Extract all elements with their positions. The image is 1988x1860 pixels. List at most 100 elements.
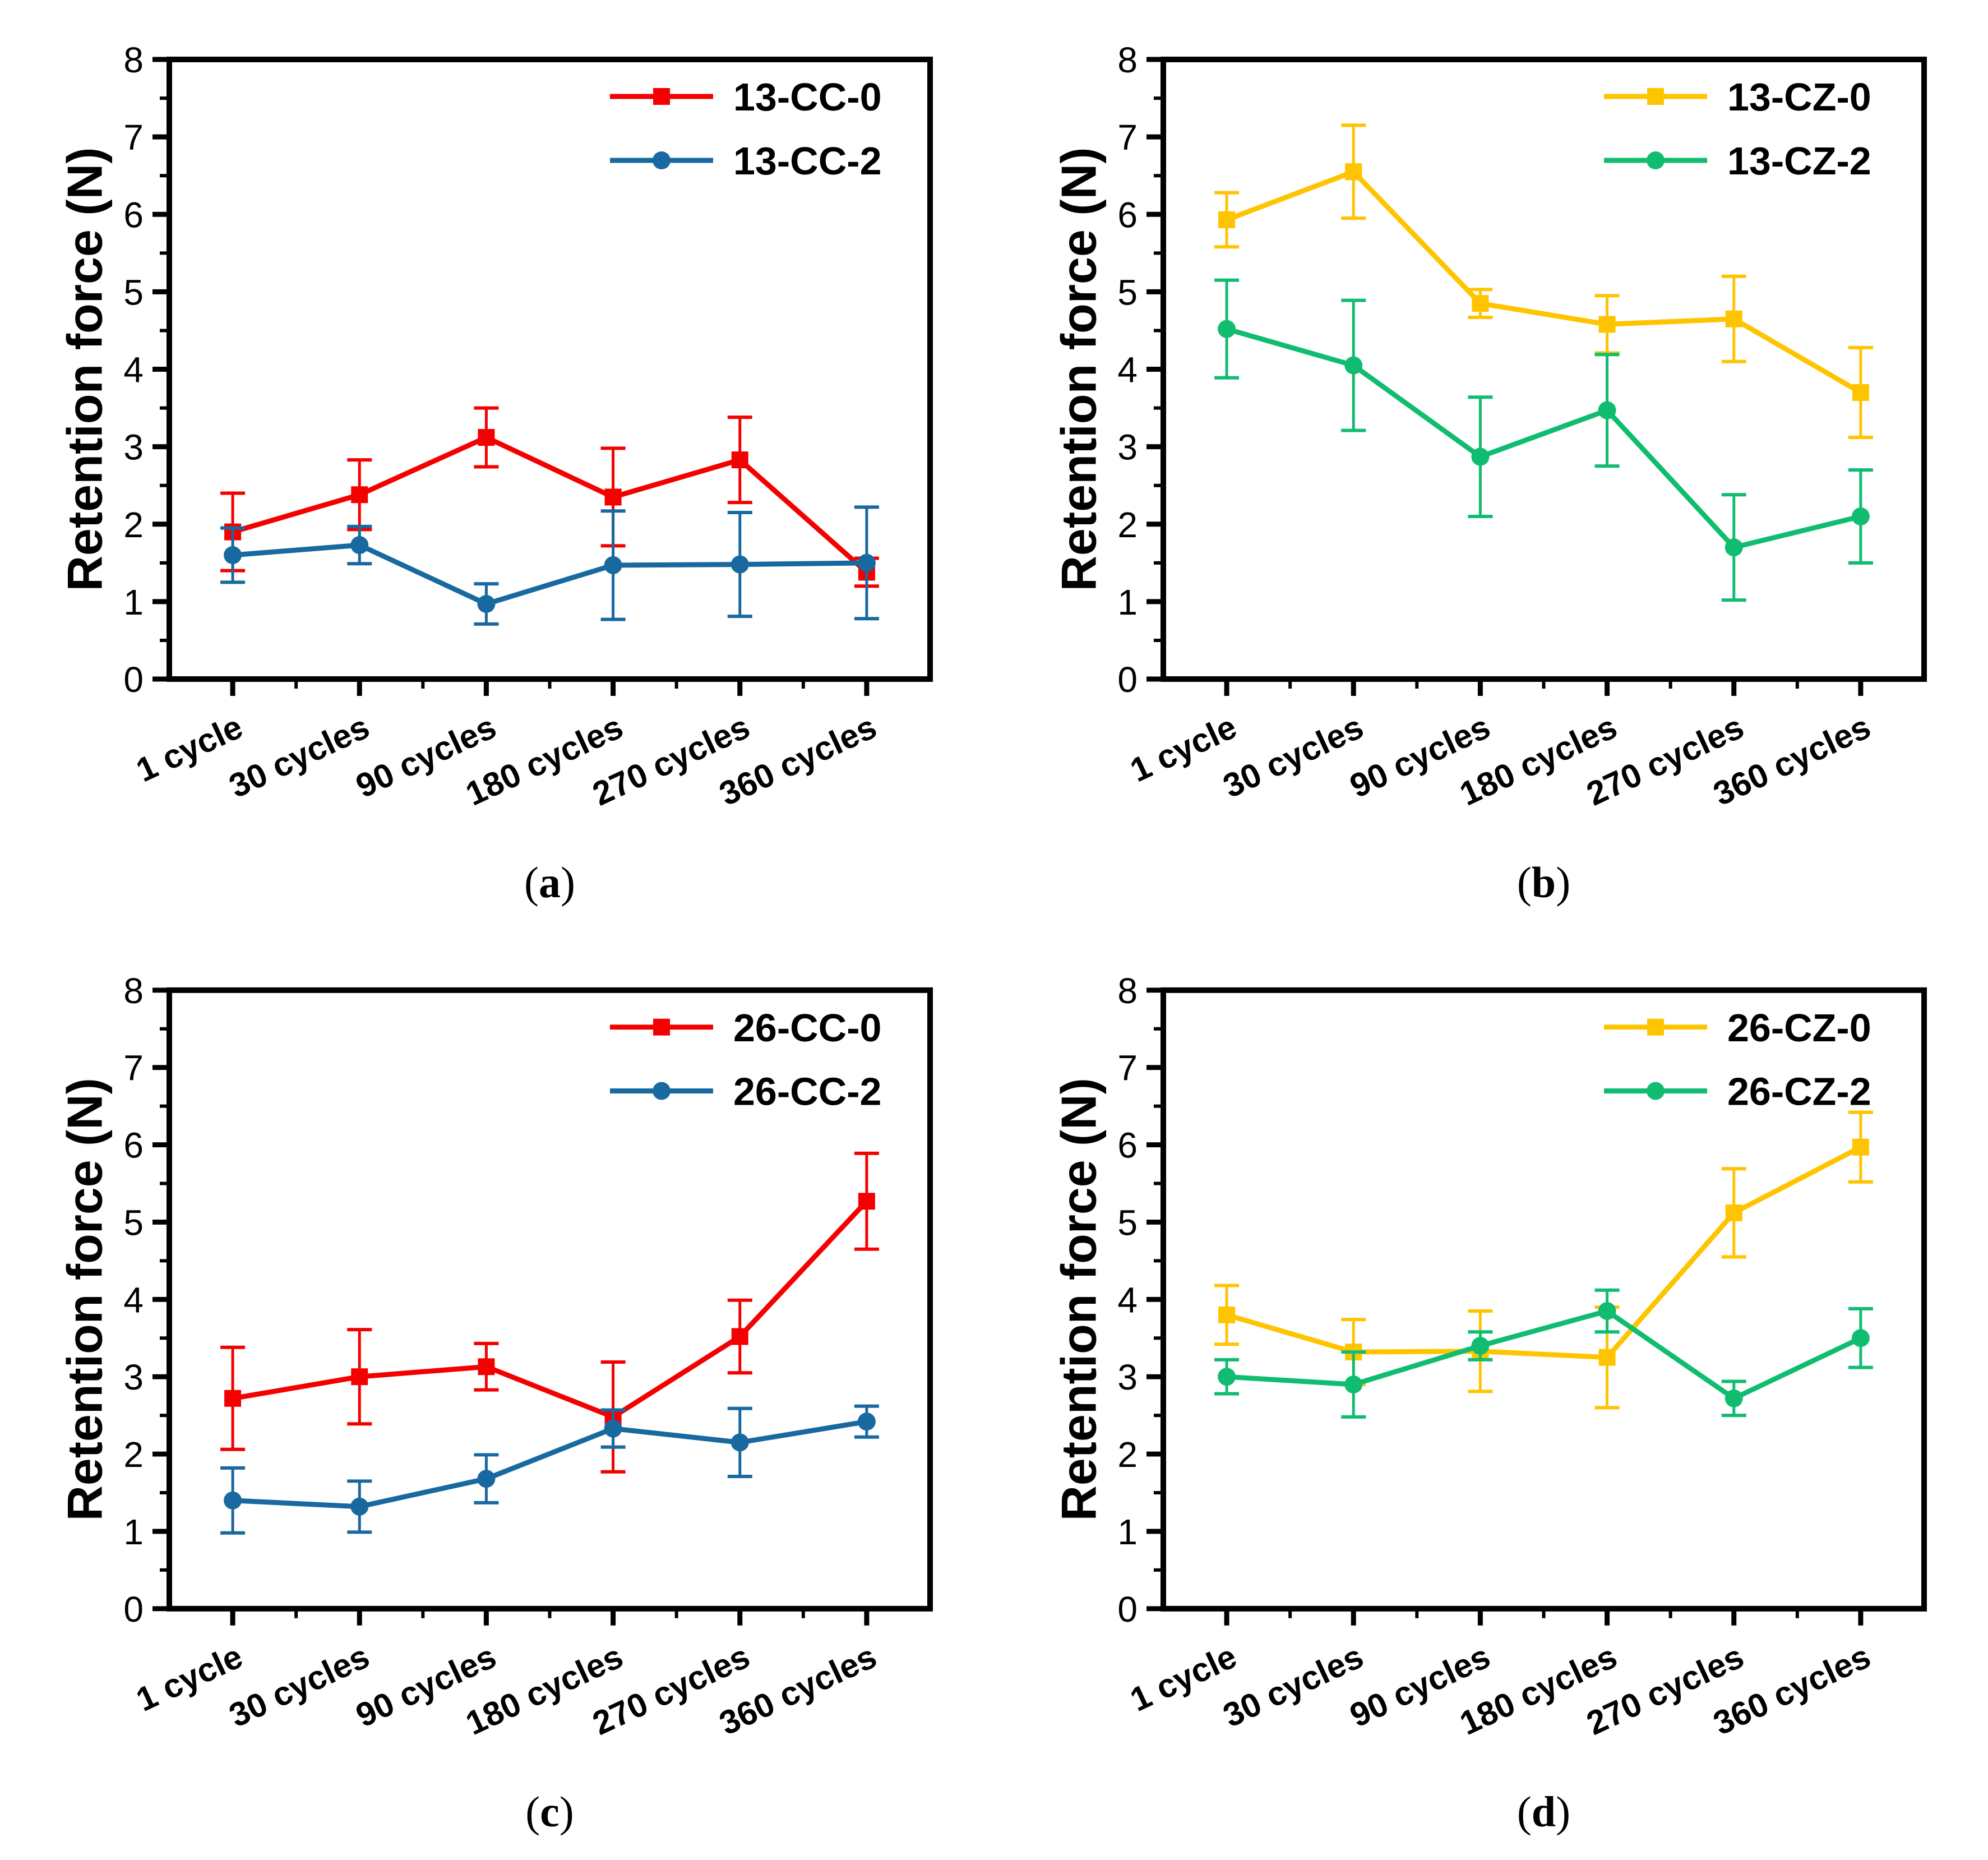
legend: 26-CZ-0 26-CZ-2 bbox=[1604, 1006, 1871, 1114]
y-axis: 0 1 2 3 4 5 6 7 8 bbox=[1117, 971, 1163, 1630]
legend: 26-CC-0 26-CC-2 bbox=[610, 1006, 881, 1114]
marker-square bbox=[478, 1358, 495, 1376]
y-tick-label: 3 bbox=[1117, 427, 1138, 468]
series-26-CC-0 bbox=[220, 1151, 879, 1474]
y-tick-label: 0 bbox=[123, 659, 144, 700]
panel-b: 0 1 2 3 4 5 6 7 8 1 cycle 30 cycles 90 cycles 180 cy… bbox=[994, 0, 1988, 931]
legend-label: 26-CC-2 bbox=[733, 1070, 881, 1114]
series-line-13-CC-0 bbox=[232, 435, 868, 574]
legend-label: 13-CC-0 bbox=[733, 75, 882, 119]
series-line-13-CZ-0 bbox=[1226, 169, 1862, 395]
marker-square bbox=[1725, 1204, 1742, 1221]
chart-caption: (d) bbox=[1517, 1788, 1570, 1836]
y-tick-label: 7 bbox=[1117, 117, 1138, 158]
marker-circle bbox=[1598, 401, 1616, 419]
marker-circle bbox=[350, 536, 369, 555]
marker-circle bbox=[1598, 1302, 1616, 1320]
y-tick-label: 3 bbox=[1117, 1357, 1138, 1397]
marker-square bbox=[1218, 211, 1236, 228]
y-tick-label: 8 bbox=[1117, 971, 1138, 1011]
legend-label: 26-CZ-0 bbox=[1727, 1006, 1871, 1050]
y-tick-label: 5 bbox=[123, 1202, 144, 1243]
marker-square bbox=[478, 429, 495, 446]
y-tick-label: 6 bbox=[1117, 195, 1138, 235]
x-tick-label: 30 cycles bbox=[224, 708, 375, 805]
y-tick-label: 6 bbox=[1117, 1125, 1138, 1166]
legend-marker-circle bbox=[653, 151, 671, 169]
y-tick-label: 5 bbox=[1117, 272, 1138, 312]
series-line-13-CC-2 bbox=[232, 542, 867, 607]
legend: 13-CC-0 13-CC-2 bbox=[610, 75, 882, 183]
marker-circle bbox=[1344, 1376, 1363, 1393]
legend-item-26-CZ-2: 26-CZ-2 bbox=[1604, 1070, 1871, 1114]
y-tick-label: 0 bbox=[1117, 1589, 1138, 1630]
legend-item-13-CC-2: 13-CC-2 bbox=[610, 139, 882, 183]
marker-circle bbox=[1851, 1329, 1870, 1347]
y-axis: 0 1 2 3 4 5 6 7 8 bbox=[123, 971, 169, 1630]
legend-item-26-CC-0: 26-CC-0 bbox=[610, 1006, 881, 1050]
y-tick-label: 7 bbox=[1117, 1048, 1138, 1088]
y-tick-label: 2 bbox=[1117, 505, 1138, 545]
legend-marker-circle bbox=[1647, 1082, 1665, 1100]
marker-circle bbox=[477, 1470, 496, 1488]
panel-d: 0 1 2 3 4 5 6 7 8 1 cycle 30 cycles 90 cycles 180 cy… bbox=[994, 931, 1988, 1860]
marker-square bbox=[1852, 384, 1869, 401]
y-tick-label: 1 bbox=[1117, 1512, 1138, 1552]
x-tick-label: 30 cycles bbox=[224, 1637, 375, 1734]
y-tick-label: 4 bbox=[1117, 1280, 1138, 1320]
marker-square bbox=[1218, 1306, 1236, 1323]
legend-item-26-CZ-0: 26-CZ-0 bbox=[1604, 1006, 1871, 1050]
marker-circle bbox=[857, 1413, 876, 1431]
legend: 13-CZ-0 13-CZ-2 bbox=[1604, 75, 1871, 183]
y-tick-label: 1 bbox=[123, 1512, 144, 1552]
y-axis-label: Retention force (N) bbox=[57, 147, 113, 592]
y-tick-label: 8 bbox=[123, 40, 144, 80]
y-tick-label: 2 bbox=[1117, 1434, 1138, 1475]
y-axis: 0 1 2 3 4 5 6 7 8 bbox=[123, 40, 169, 700]
y-axis-label: Retention force (N) bbox=[1051, 147, 1107, 592]
marker-circle bbox=[731, 555, 749, 574]
series-13-CC-0 bbox=[220, 406, 879, 588]
marker-circle bbox=[1725, 538, 1743, 557]
legend-label: 13-CZ-2 bbox=[1727, 139, 1871, 183]
y-tick-label: 5 bbox=[1117, 1202, 1138, 1243]
marker-square bbox=[1345, 163, 1362, 181]
marker-circle bbox=[224, 1491, 242, 1510]
marker-circle bbox=[1725, 1389, 1743, 1407]
legend-marker-square bbox=[1647, 1018, 1664, 1036]
y-axis-label: Retention force (N) bbox=[1051, 1078, 1107, 1521]
marker-circle bbox=[604, 1419, 622, 1438]
legend-item-13-CZ-0: 13-CZ-0 bbox=[1604, 75, 1871, 119]
x-tick-label: 30 cycles bbox=[1218, 1637, 1369, 1734]
legend-marker-square bbox=[653, 88, 670, 105]
marker-circle bbox=[1851, 507, 1870, 525]
y-tick-label: 7 bbox=[123, 117, 144, 158]
y-tick-label: 4 bbox=[123, 1280, 144, 1320]
chart-caption: (b) bbox=[1517, 858, 1570, 907]
legend-marker-square bbox=[1647, 88, 1664, 105]
y-axis: 0 1 2 3 4 5 6 7 8 bbox=[1117, 40, 1163, 700]
series-13-CC-2 bbox=[220, 505, 879, 626]
legend-marker-circle bbox=[1647, 151, 1665, 169]
y-tick-label: 3 bbox=[123, 1357, 144, 1397]
marker-square bbox=[1472, 295, 1489, 312]
marker-circle bbox=[604, 556, 622, 574]
x-tick-label: 30 cycles bbox=[1218, 708, 1369, 805]
series-line-26-CC-2 bbox=[232, 1419, 867, 1510]
y-axis-label: Retention force (N) bbox=[57, 1078, 113, 1521]
y-tick-label: 8 bbox=[123, 971, 144, 1011]
marker-square bbox=[1598, 316, 1616, 333]
marker-circle bbox=[1471, 447, 1490, 466]
legend-marker-circle bbox=[653, 1082, 671, 1100]
marker-circle bbox=[1471, 1337, 1490, 1355]
y-tick-label: 2 bbox=[123, 505, 144, 545]
y-tick-label: 4 bbox=[123, 350, 144, 390]
legend-label: 26-CZ-2 bbox=[1727, 1070, 1871, 1114]
